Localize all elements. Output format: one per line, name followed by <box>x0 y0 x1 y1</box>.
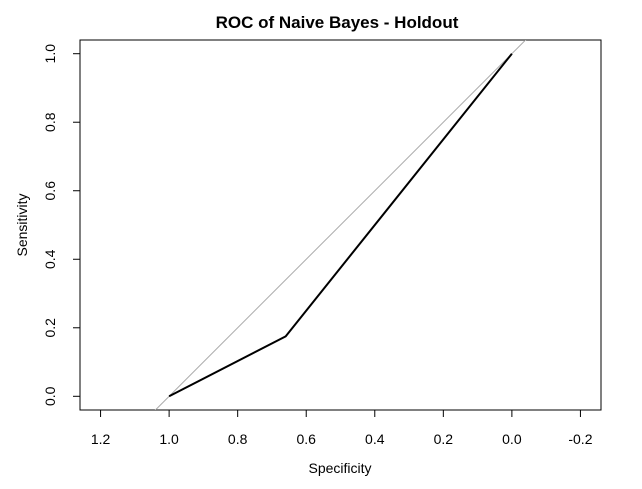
x-tick-label: 1.0 <box>159 431 179 447</box>
x-axis-label: Specificity <box>308 460 371 476</box>
y-tick-label: 0.2 <box>42 318 58 338</box>
chart-title: ROC of Naive Bayes - Holdout <box>216 13 459 32</box>
y-tick-label: 1.0 <box>42 44 58 64</box>
y-axis-label: Sensitivity <box>14 193 30 256</box>
y-tick-label: 0.8 <box>42 112 58 132</box>
plot-area <box>154 40 527 410</box>
y-axis: 0.0 0.2 0.4 0.6 0.8 1.0 <box>42 44 81 406</box>
x-tick-label: 0.2 <box>434 431 454 447</box>
x-tick-label: 0.0 <box>502 431 522 447</box>
x-tick-label: 0.8 <box>228 431 248 447</box>
y-tick-label: 0.6 <box>42 181 58 201</box>
y-tick-label: 0.0 <box>42 386 58 406</box>
x-tick-label: 1.2 <box>91 431 111 447</box>
reference-diagonal <box>154 40 527 410</box>
x-tick-label: -0.2 <box>568 431 592 447</box>
y-tick-label: 0.4 <box>42 249 58 269</box>
x-tick-label: 0.4 <box>365 431 385 447</box>
roc-curve <box>168 53 513 398</box>
x-tick-label: 0.6 <box>296 431 316 447</box>
x-axis: 1.2 1.0 0.8 0.6 0.4 0.2 0.0 -0.2 <box>91 409 593 447</box>
